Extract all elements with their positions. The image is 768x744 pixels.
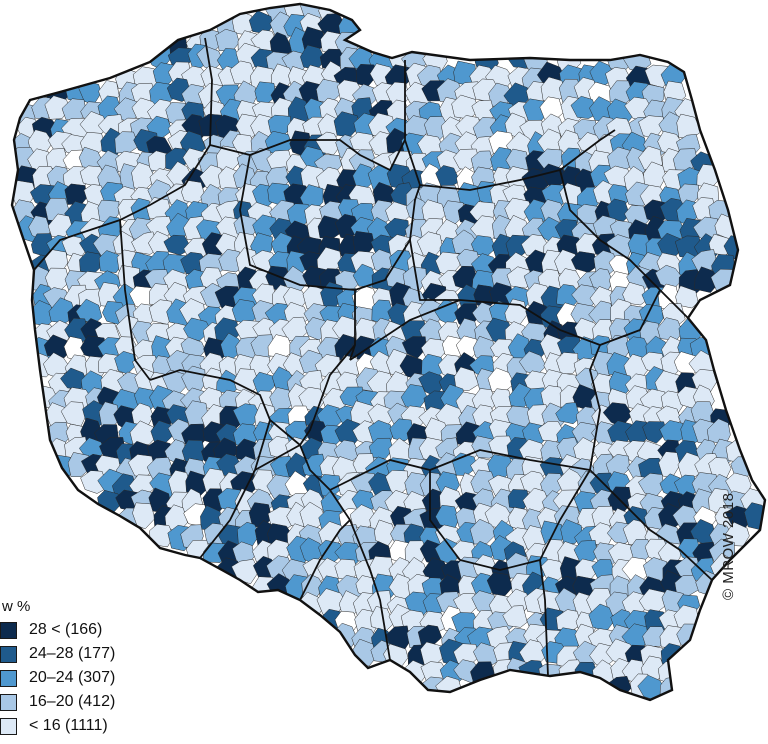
voivodeship-border (119, 219, 151, 381)
legend-item-4: 16–20 (412) (0, 690, 160, 714)
municipality-cell (570, 95, 598, 119)
voivodeship-border (33, 37, 213, 271)
municipality-cell (555, 402, 581, 425)
municipality-cell (469, 518, 498, 545)
municipality-cell (675, 285, 699, 309)
voivodeship-border (369, 569, 391, 661)
legend-swatch-5 (0, 717, 17, 735)
legend-label-5: < 16 (1111) (29, 717, 108, 734)
voivodeship-border (299, 519, 351, 601)
legend-swatch-2 (0, 645, 17, 663)
voivodeship-border (199, 419, 271, 559)
legend-label-2: 24–28 (177) (29, 645, 116, 662)
municipality-cell (80, 470, 108, 494)
legend-swatch-3 (0, 669, 17, 687)
voivodeship-border (349, 290, 356, 361)
legend-swatch-1 (0, 621, 17, 639)
municipality-cell (368, 437, 394, 459)
copyright-text: © MROW 2018 (720, 492, 737, 600)
municipality-cell (507, 489, 530, 510)
municipality-cell (556, 352, 579, 375)
municipality-cell (149, 524, 174, 548)
municipality-cell (43, 334, 73, 359)
municipality-cell (506, 266, 533, 289)
voivodeship-border (209, 60, 406, 172)
legend: w % 28 < (166) 24–28 (177) 20–24 (307) 1… (0, 596, 160, 738)
legend-title: w % (2, 598, 31, 615)
legend-label-3: 20–24 (307) (29, 669, 116, 686)
municipality-cell (231, 559, 260, 585)
legend-item-2: 24–28 (177) (0, 642, 160, 666)
municipality-cell (129, 420, 156, 445)
municipality-cell (642, 421, 667, 444)
country-border (10, 2, 767, 702)
municipality-cell (694, 266, 720, 293)
legend-item-1: 28 < (166) (0, 618, 160, 642)
voivodeship-border (254, 444, 301, 471)
municipality-cell (98, 250, 123, 273)
voivodeship-border (559, 169, 689, 319)
municipality-cell (637, 674, 666, 700)
legend-label-1: 28 < (166) (29, 621, 103, 638)
voivodeship-border (589, 469, 713, 581)
legend-label-4: 16–20 (412) (29, 693, 116, 710)
municipality-cell (502, 605, 528, 628)
municipality-cells (12, 4, 765, 700)
municipality-cell (132, 502, 156, 530)
municipality-cell (352, 263, 378, 288)
voivodeship-border (429, 470, 541, 571)
voivodeship-borders (33, 37, 713, 677)
municipality-cell (622, 282, 648, 306)
voivodeship-border (349, 299, 461, 361)
legend-item-3: 20–24 (307) (0, 666, 160, 690)
legend-item-5: < 16 (1111) (0, 714, 160, 738)
municipality-cell (44, 95, 70, 120)
municipality-cell (454, 366, 479, 392)
municipality-cell (576, 204, 599, 226)
voivodeship-border (409, 239, 661, 346)
legend-swatch-4 (0, 693, 17, 711)
municipality-cell (267, 114, 292, 135)
voivodeship-border (329, 344, 601, 491)
